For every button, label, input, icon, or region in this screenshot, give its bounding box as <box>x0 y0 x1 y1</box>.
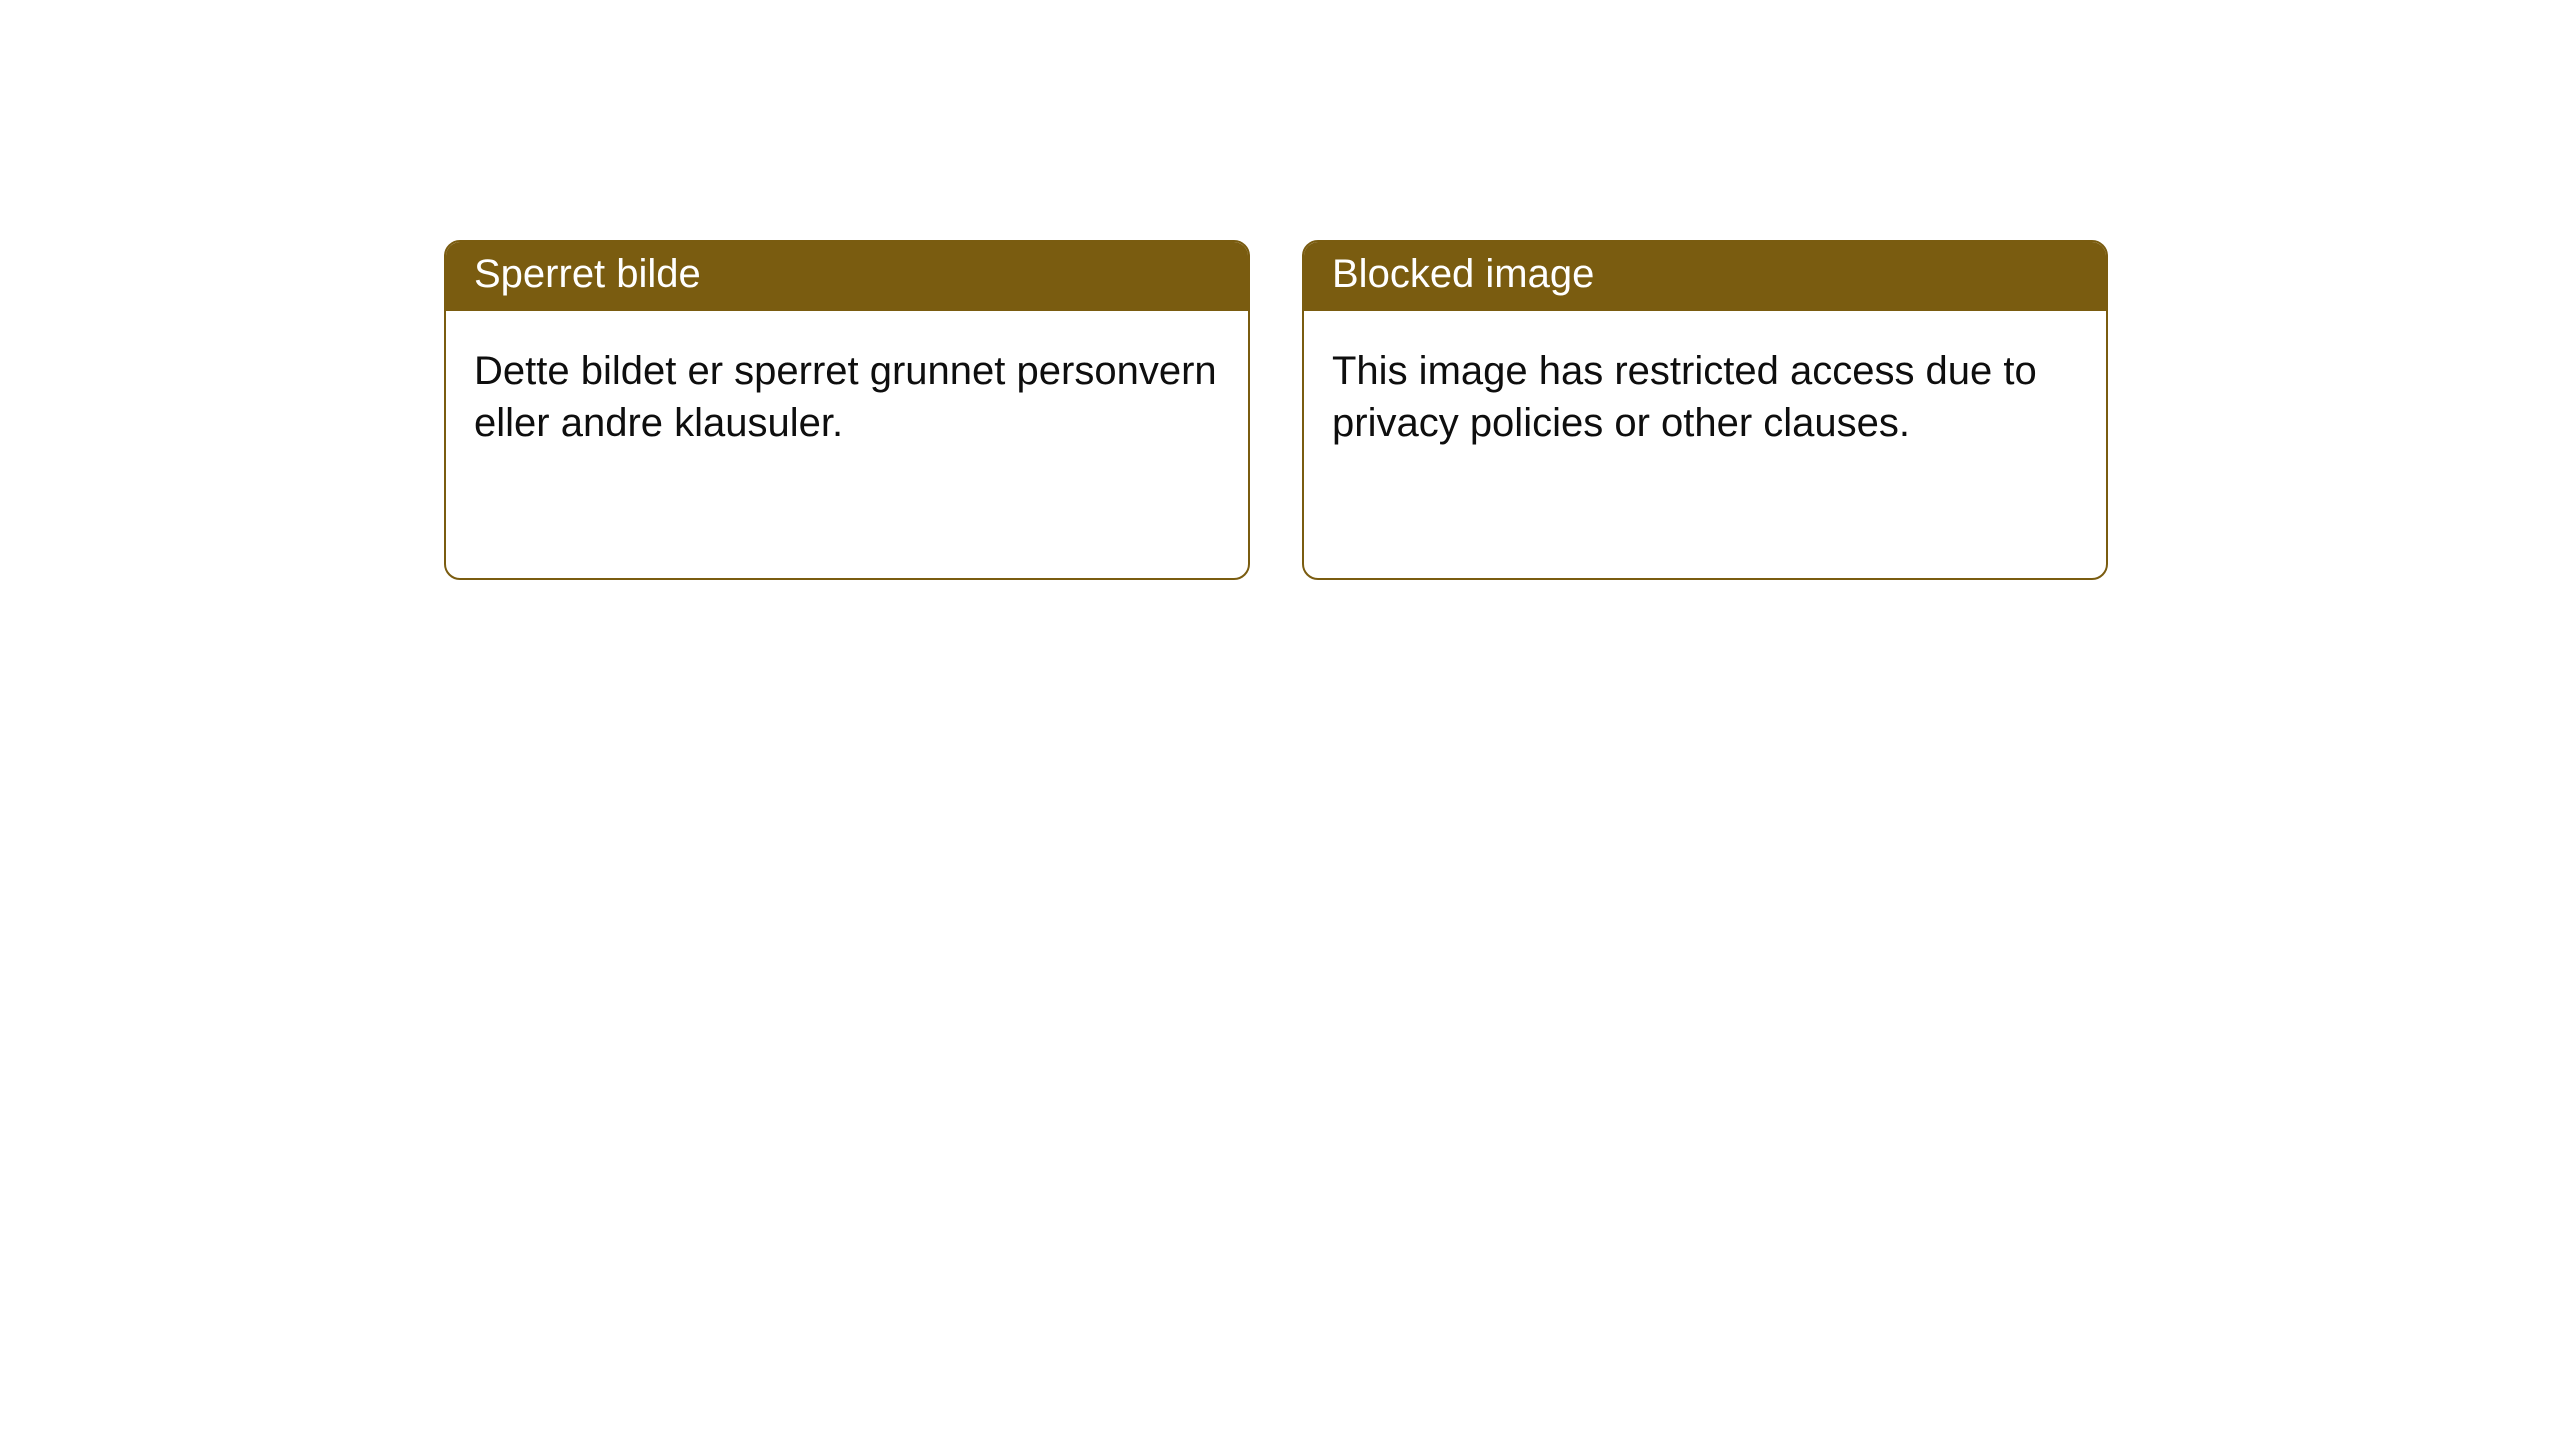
notice-header: Blocked image <box>1304 242 2106 311</box>
notice-message: This image has restricted access due to … <box>1332 349 2037 445</box>
notice-container: Sperret bilde Dette bildet er sperret gr… <box>0 0 2560 580</box>
notice-card-english: Blocked image This image has restricted … <box>1302 240 2108 580</box>
notice-title: Blocked image <box>1332 252 1594 296</box>
notice-message: Dette bildet er sperret grunnet personve… <box>474 349 1217 445</box>
notice-header: Sperret bilde <box>446 242 1248 311</box>
notice-body: Dette bildet er sperret grunnet personve… <box>446 311 1248 483</box>
notice-title: Sperret bilde <box>474 252 701 296</box>
notice-card-norwegian: Sperret bilde Dette bildet er sperret gr… <box>444 240 1250 580</box>
notice-body: This image has restricted access due to … <box>1304 311 2106 483</box>
